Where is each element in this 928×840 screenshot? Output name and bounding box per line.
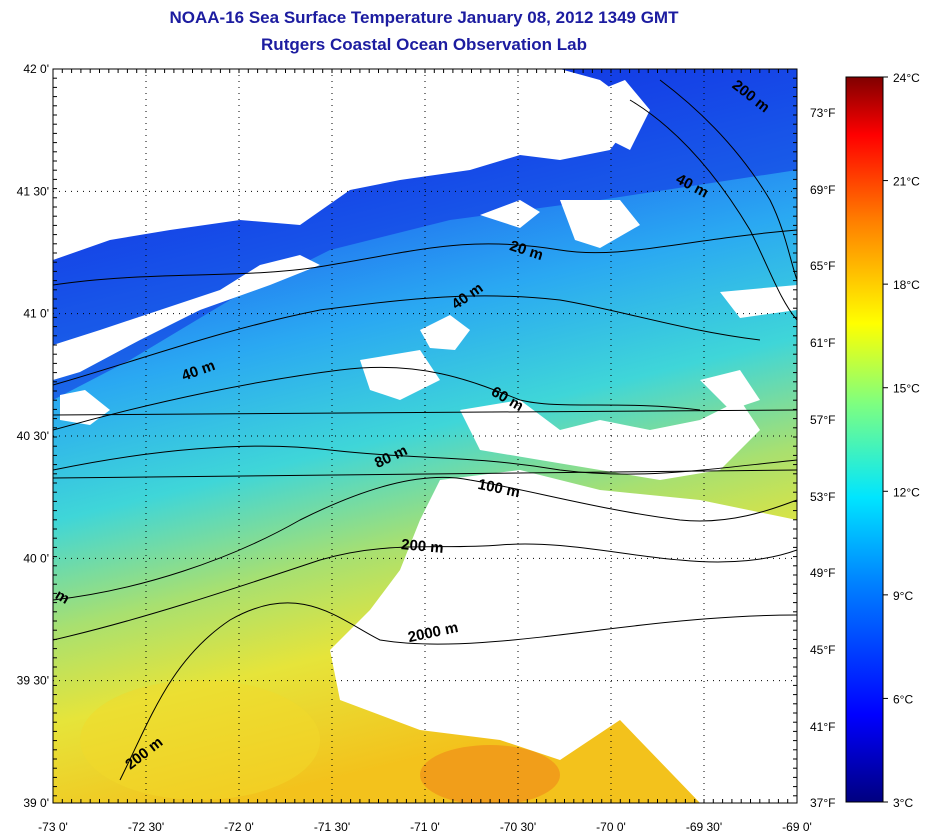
map-title: NOAA-16 Sea Surface Temperature January … (169, 8, 679, 27)
fahrenheit-labels: 73°F 69°F 65°F 61°F 57°F 53°F 49°F 45°F 41°F 37°F (810, 106, 835, 810)
colorbar-tick-label: 24°C (893, 71, 920, 85)
lon-tick-label: -72 30' (128, 820, 164, 834)
colorbar-tick-label: 15°C (893, 382, 920, 396)
lat-tick-label: 39 30' (17, 674, 49, 688)
map-frame (52, 68, 798, 804)
lat-tick-label: 41 30' (17, 184, 49, 198)
map-subtitle: Rutgers Coastal Ocean Observation Lab (261, 35, 587, 54)
lat-tick-label: 40 30' (17, 429, 49, 443)
fahrenheit-tick-label: 65°F (810, 259, 835, 273)
contour-label: 200 m (400, 536, 444, 557)
colorbar-tick-label: 21°C (893, 175, 920, 189)
lon-tick-label: -72 0' (224, 820, 254, 834)
lon-tick-label: -71 30' (314, 820, 350, 834)
lat-tick-label: 41 0' (23, 307, 49, 321)
lon-tick-label: -73 0' (38, 820, 68, 834)
lon-tick-label: -70 0' (596, 820, 626, 834)
latitude-labels: 42 0' 41 30' 41 0' 40 30' 40 0' 39 30' 39 0' (17, 62, 49, 810)
fahrenheit-tick-label: 73°F (810, 106, 835, 120)
map-graticule (52, 68, 798, 803)
colorbar-tick-label: 3°C (893, 796, 913, 810)
colorbar-tick-label: 12°C (893, 485, 920, 499)
color-scale-bar (845, 76, 884, 803)
lon-tick-label: -69 0' (782, 820, 812, 834)
lon-tick-label: -69 30' (686, 820, 722, 834)
fahrenheit-tick-label: 57°F (810, 413, 835, 427)
bathymetry-contours (53, 79, 797, 781)
colorbar-tick-label: 9°C (893, 589, 913, 603)
fahrenheit-tick-label: 37°F (810, 796, 835, 810)
fahrenheit-tick-label: 45°F (810, 643, 835, 657)
lat-tick-label: 39 0' (23, 796, 49, 810)
fahrenheit-tick-label: 41°F (810, 720, 835, 734)
colorbar-tick-label: 18°C (893, 278, 920, 292)
lat-tick-label: 42 0' (23, 62, 49, 76)
colorbar-labels: 24°C 21°C 18°C 15°C 12°C 9°C 6°C 3°C (883, 71, 920, 810)
fahrenheit-tick-label: 61°F (810, 336, 835, 350)
fahrenheit-tick-label: 49°F (810, 566, 835, 580)
lat-tick-label: 40 0' (23, 551, 49, 565)
fahrenheit-tick-label: 53°F (810, 490, 835, 504)
lon-tick-label: -70 30' (500, 820, 536, 834)
colorbar-tick-label: 6°C (893, 692, 913, 706)
fahrenheit-tick-label: 69°F (810, 183, 835, 197)
longitude-labels: -73 0' -72 30' -72 0' -71 30' -71 0' -70 30' -… (38, 820, 812, 834)
lon-tick-label: -71 0' (410, 820, 440, 834)
